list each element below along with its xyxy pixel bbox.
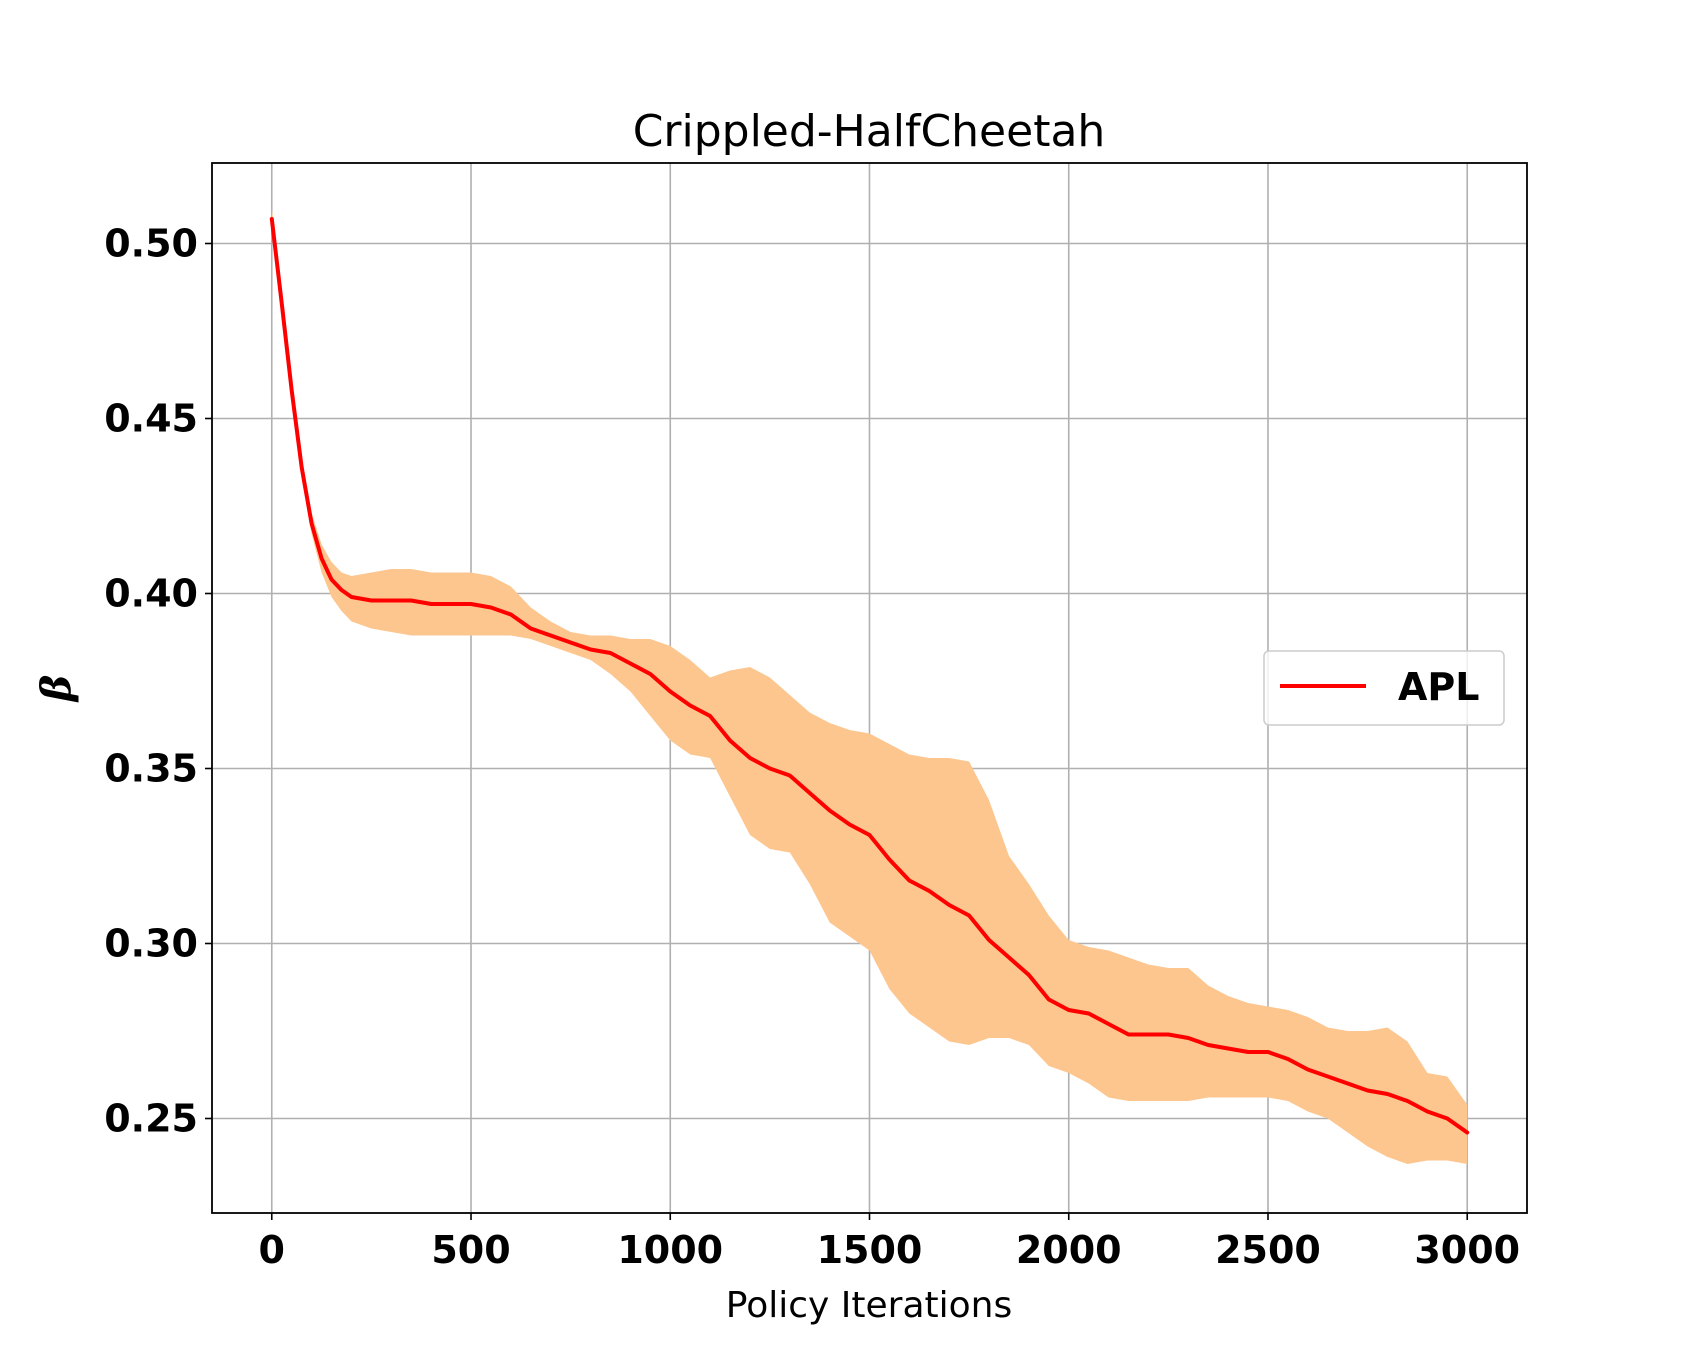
x-tick-label: 3000: [1414, 1228, 1520, 1272]
y-tick-label: 0.40: [104, 572, 198, 616]
y-tick-label: 0.25: [104, 1097, 198, 1141]
x-axis-label: Policy Iterations: [726, 1285, 1012, 1326]
y-axis-label: β: [33, 675, 80, 704]
legend-label-apl: APL: [1398, 665, 1479, 709]
legend: APL: [1263, 650, 1505, 726]
x-tick-label: 1000: [617, 1228, 723, 1272]
x-axis-ticks: 0 500 1000 1500 2000 2500 3000: [259, 1213, 1520, 1272]
x-tick-label: 0: [259, 1228, 285, 1272]
x-tick-label: 2000: [1016, 1228, 1122, 1272]
y-tick-label: 0.45: [104, 397, 198, 441]
series-line-layer: [269, 217, 1470, 1135]
chart-title: Crippled-HalfCheetah: [633, 106, 1106, 157]
y-tick-label: 0.30: [104, 922, 198, 966]
legend-box: [1263, 650, 1505, 726]
apl-series-line: [269, 217, 1470, 1135]
y-tick-label: 0.35: [104, 747, 198, 791]
x-tick-label: 500: [431, 1228, 510, 1272]
apl-confidence-band: [271, 208, 1468, 1164]
x-tick-label: 1500: [817, 1228, 923, 1272]
y-tick-label: 0.50: [104, 222, 198, 266]
x-tick-label: 2500: [1215, 1228, 1321, 1272]
y-axis-ticks: 0.25 0.30 0.35 0.40 0.45 0.50: [104, 222, 212, 1141]
confidence-band-layer: [271, 208, 1468, 1164]
